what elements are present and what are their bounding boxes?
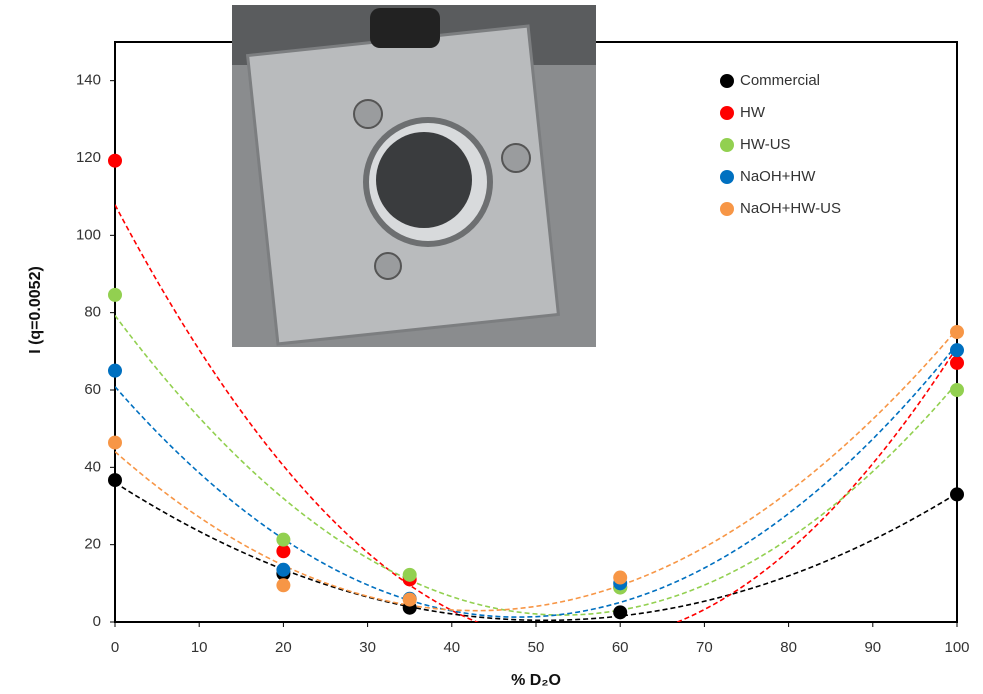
x-tick-label: 0 [111,639,119,656]
trend-line [115,481,957,622]
x-tick-label: 90 [864,639,881,656]
legend-marker [720,106,734,120]
legend-marker [720,138,734,152]
y-tick-label: 100 [76,226,101,243]
data-point [950,325,964,339]
inset-photo [232,5,596,347]
y-tick-label: 120 [76,149,101,166]
data-point [108,473,122,488]
legend-label: NaOH+HW-US [740,200,841,217]
trend-lines [115,204,957,622]
trend-line [115,204,957,622]
data-point [950,383,964,397]
x-tick-label: 60 [612,639,629,656]
x-tick-label: 30 [359,639,376,656]
y-tick-label: 0 [93,613,101,630]
legend-label: HW [740,104,766,121]
trend-line [115,328,957,612]
x-axis-title: % D₂O [511,672,561,689]
trend-line [115,343,957,618]
data-point [950,343,964,358]
y-tick-label: 60 [84,381,101,398]
data-point [613,605,628,620]
x-tick-label: 10 [191,639,208,656]
y-tick-label: 40 [84,458,101,475]
x-tick-label: 50 [528,639,545,656]
data-point [613,570,628,585]
data-point [950,487,964,502]
data-point [108,153,122,168]
data-point [276,562,291,577]
y-tick-label: 140 [76,72,101,89]
data-point [276,532,291,547]
data-point [276,544,291,559]
legend-label: NaOH+HW [740,168,816,185]
data-point [108,363,122,378]
data-point [108,287,122,302]
legend-label: Commercial [740,72,820,89]
trend-line [115,314,957,616]
x-tick-label: 40 [443,639,460,656]
data-point [402,592,417,607]
y-axis-title: I (q=0.0052) [27,266,44,354]
data-point [108,435,122,450]
legend-marker [720,74,734,88]
y-tick-label: 80 [84,304,101,321]
x-tick-label: 20 [275,639,292,656]
data-point [950,355,964,370]
data-point [276,578,291,593]
data-point [402,567,417,582]
legend-marker [720,202,734,216]
x-tick-label: 70 [696,639,713,656]
y-tick-label: 20 [84,536,101,553]
x-tick-label: 80 [780,639,797,656]
x-tick-label: 100 [944,639,969,656]
legend-marker [720,170,734,184]
legend-label: HW-US [740,136,791,153]
